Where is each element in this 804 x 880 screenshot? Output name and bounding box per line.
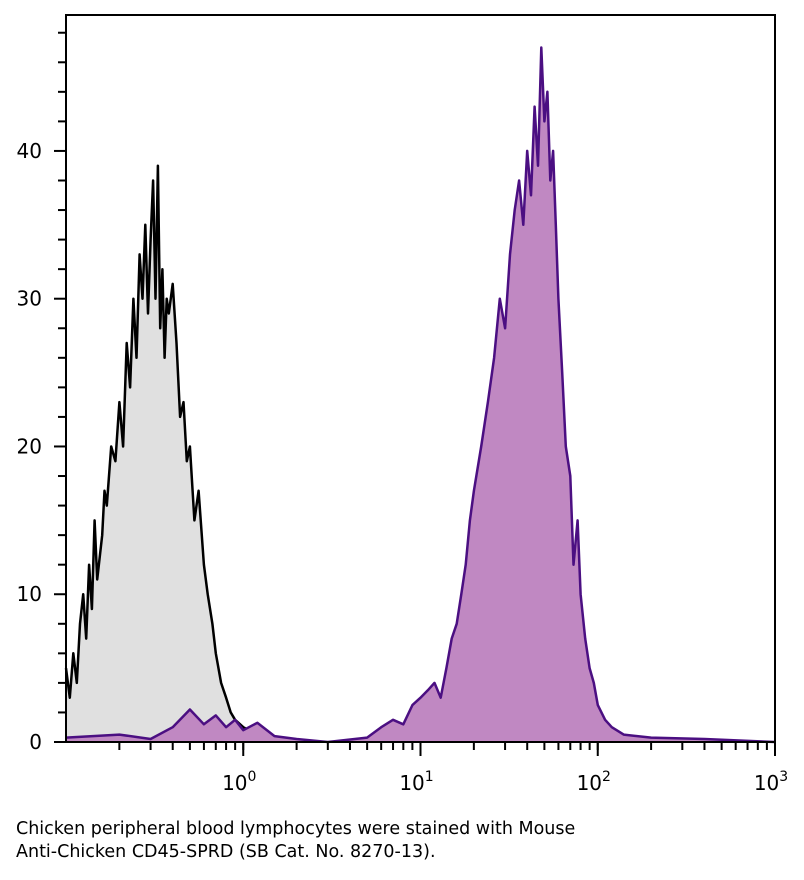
histogram-line-0 [64,164,297,744]
x-tick-label: 102 [577,769,611,795]
x-tick-exponent: 3 [779,769,788,785]
caption-line-2: Anti-Chicken CD45-SPRD (SB Cat. No. 8270… [16,842,436,862]
x-tick-label: 101 [399,769,433,795]
caption-line-1: Chicken peripheral blood lymphocytes wer… [16,819,576,839]
histogram-fill-0 [66,165,297,742]
x-tick-label: 103 [754,769,788,795]
x-tick-label: 100 [222,769,256,795]
series-layer [64,46,776,744]
x-tick-exponent: 2 [602,769,611,785]
x-tick-exponent: 1 [425,769,434,785]
histogram-line-1 [65,46,776,744]
y-tick-label: 30 [17,287,42,311]
y-tick-label: 40 [17,139,42,163]
y-tick-label: 20 [17,434,42,458]
x-tick-exponent: 0 [248,769,257,785]
y-tick-label: 0 [29,730,42,754]
y-tick-label: 10 [17,582,42,606]
figure-caption: Chicken peripheral blood lymphocytes wer… [16,818,575,864]
